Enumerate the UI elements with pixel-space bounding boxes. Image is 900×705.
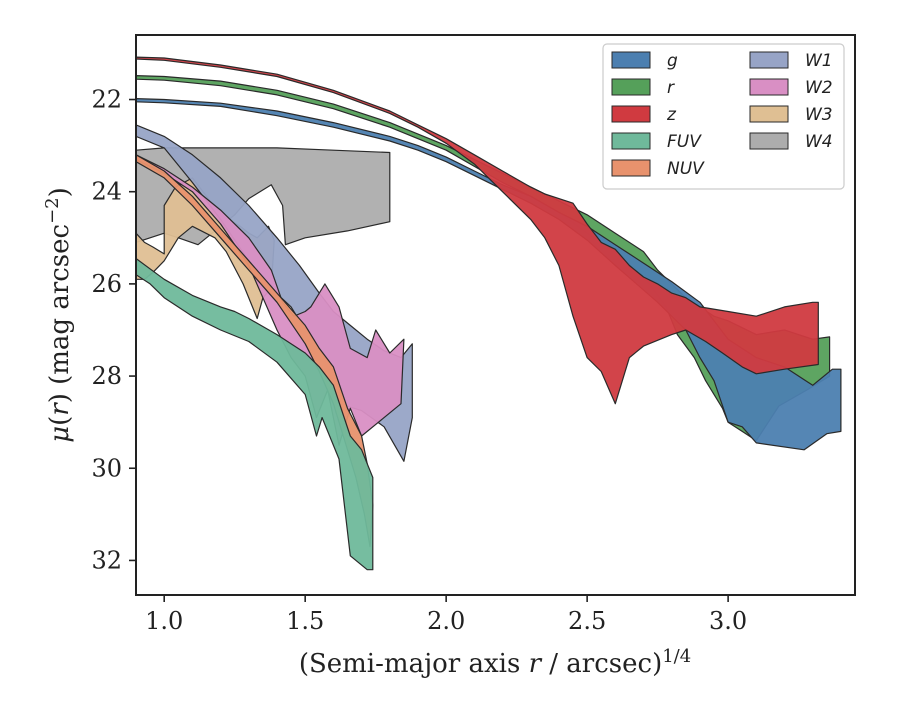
x-tick-label: 1.0 xyxy=(145,607,183,635)
y-tick-label: 28 xyxy=(91,362,122,390)
x-tick-label: 2.5 xyxy=(568,607,606,635)
plot-frame xyxy=(135,34,856,596)
legend-swatch-z xyxy=(611,105,651,123)
series-band-g xyxy=(136,97,842,451)
legend-label-z: z xyxy=(666,105,677,125)
y-tick-label: 30 xyxy=(91,454,122,482)
legend-label-w1: W1 xyxy=(805,51,833,71)
x-axis: 1.0 1.5 2.0 2.5 3.0 xyxy=(145,595,747,635)
legend-label-r: r xyxy=(667,78,675,98)
series-band-w2 xyxy=(136,154,405,446)
y-tick-label: 24 xyxy=(91,178,122,206)
legend-swatch-r xyxy=(611,78,651,96)
x-tick-label: 2.0 xyxy=(427,607,465,635)
y-tick-label: 22 xyxy=(91,86,122,114)
x-tick-label: 3.0 xyxy=(709,607,747,635)
legend-swatch-fuv xyxy=(611,132,651,150)
x-axis-label: (Semi-major axis r / arcsec)1/4 xyxy=(299,646,691,680)
legend-label-g: g xyxy=(667,51,678,71)
y-axis: 22 24 26 28 30 32 xyxy=(91,86,136,574)
legend-swatch-w4 xyxy=(749,132,789,150)
legend-swatch-w2 xyxy=(749,78,789,96)
legend: grz FUV NUV W1 W2 W3 W4 xyxy=(602,43,845,190)
legend-label-fuv: FUV xyxy=(667,132,702,152)
x-tick-label: 1.5 xyxy=(286,607,324,635)
series-band-z xyxy=(136,56,819,405)
legend-swatch-w1 xyxy=(749,51,789,69)
y-tick-label: 32 xyxy=(91,546,122,574)
y-axis-label: μ(r) (mag arcsec−2) xyxy=(42,187,76,443)
legend-swatch-g xyxy=(611,51,651,69)
legend-swatch-w3 xyxy=(749,105,789,123)
legend-label-w2: W2 xyxy=(805,78,833,98)
legend-label-w3: W3 xyxy=(805,105,833,125)
y-tick-label: 26 xyxy=(91,270,122,298)
series-band-fuv xyxy=(136,257,374,571)
plot-series-layer xyxy=(136,56,842,571)
legend-entries: grz FUV NUV W1 W2 W3 W4 xyxy=(611,51,833,179)
legend-label-w4: W4 xyxy=(805,132,833,152)
legend-label-nuv: NUV xyxy=(667,159,705,179)
legend-swatch-nuv xyxy=(611,159,651,177)
